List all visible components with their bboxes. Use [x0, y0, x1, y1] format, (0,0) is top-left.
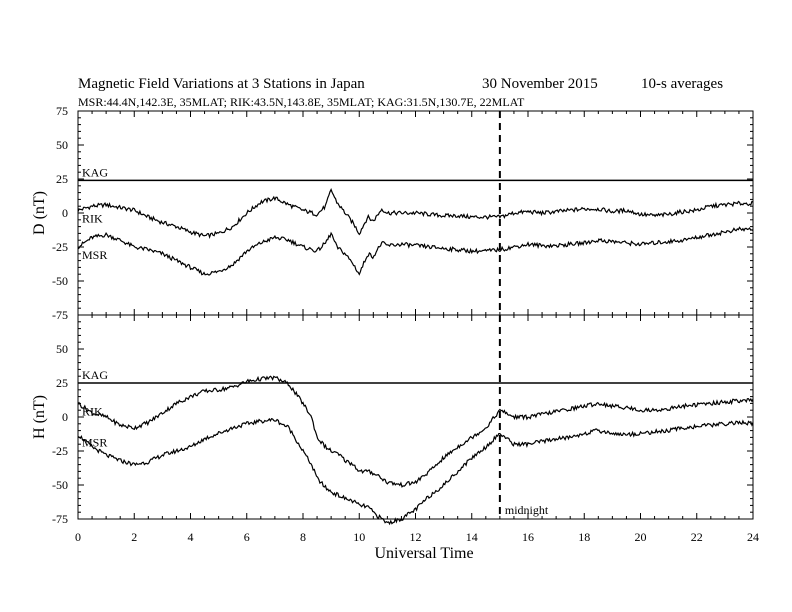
y-tick-label: -25: [52, 240, 68, 254]
x-tick-label: 10: [353, 530, 365, 544]
station-info: MSR:44.4N,142.3E, 35MLAT; RIK:43.5N,143.…: [78, 95, 525, 109]
x-tick-label: 24: [747, 530, 759, 544]
series-line-msr-h: [77, 417, 754, 526]
station-label-rik: RIK: [82, 404, 103, 418]
y-tick-label: -75: [52, 308, 68, 322]
x-tick-label: 16: [522, 530, 534, 544]
station-label-kag: KAG: [82, 368, 108, 382]
bottom-y-axis-label: H (nT): [31, 395, 48, 439]
top-y-axis-label: D (nT): [31, 191, 48, 235]
x-tick-label: 22: [691, 530, 703, 544]
y-tick-label: 75: [56, 104, 68, 118]
station-label-msr: MSR: [82, 436, 107, 450]
y-tick-label: -50: [52, 478, 68, 492]
y-tick-label: 50: [56, 342, 68, 356]
midnight-label: midnight: [505, 503, 549, 517]
x-tick-label: 20: [635, 530, 647, 544]
station-label-kag: KAG: [82, 165, 108, 179]
x-tick-label: 4: [188, 530, 194, 544]
x-axis-label: Universal Time: [374, 545, 473, 562]
station-label-msr: MSR: [82, 248, 107, 262]
x-tick-label: 12: [410, 530, 422, 544]
series-layer: KAG RIK MSR KAG RIK MSR: [77, 165, 754, 526]
bottom-panel-frame: [77, 314, 754, 520]
series-line-rik-h: [77, 375, 754, 488]
x-tick-label: 18: [578, 530, 590, 544]
y-tick-label: 25: [56, 172, 68, 186]
y-tick-label: 25: [56, 376, 68, 390]
chart-averaging: 10-s averages: [641, 76, 723, 92]
series-line-rik-d: [77, 187, 754, 239]
x-tick-label: 2: [131, 530, 137, 544]
y-tick-label: 0: [62, 206, 68, 220]
x-tick-label: 14: [466, 530, 478, 544]
y-tick-label: -25: [52, 444, 68, 458]
station-label-rik: RIK: [82, 211, 103, 225]
y-tick-label: -75: [52, 512, 68, 526]
chart-date: 30 November 2015: [482, 76, 598, 92]
y-tick-label: 0: [62, 410, 68, 424]
x-tick-label: 0: [75, 530, 81, 544]
y-tick-label: -50: [52, 274, 68, 288]
x-tick-label: 6: [244, 530, 250, 544]
series-line-msr-d: [77, 226, 754, 276]
y-tick-label: 50: [56, 138, 68, 152]
x-tick-label: 8: [300, 530, 306, 544]
chart-title: Magnetic Field Variations at 3 Stations …: [78, 76, 365, 92]
